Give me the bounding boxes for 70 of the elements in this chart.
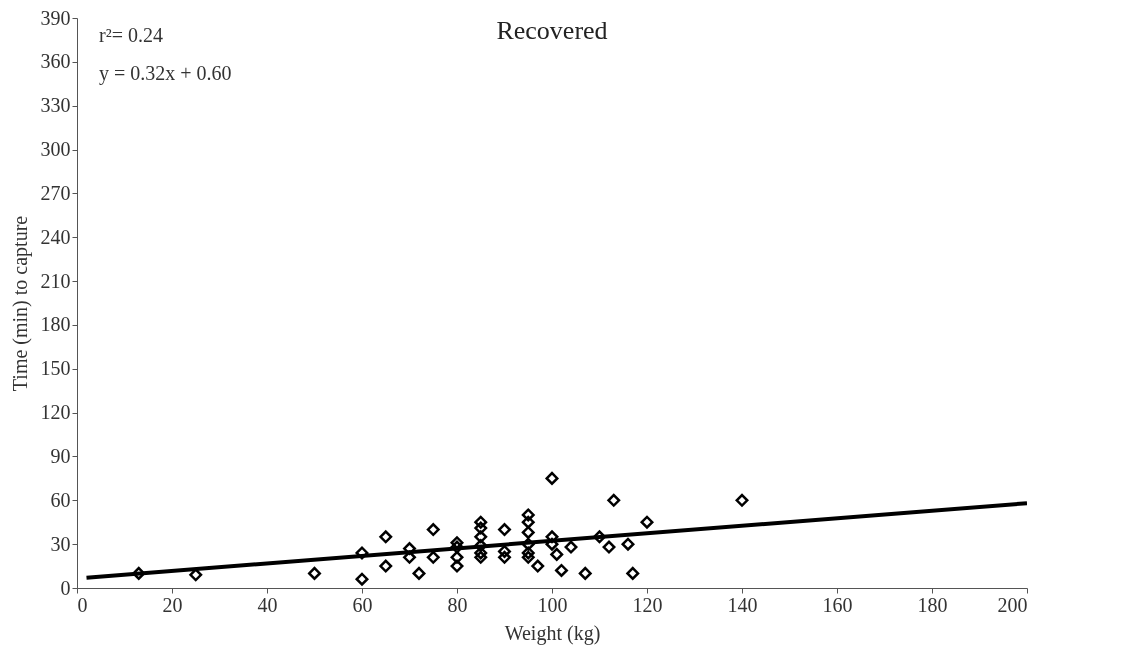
point	[474, 546, 488, 560]
y-tick-label: 60	[50, 488, 71, 511]
x-axis-title: Weight (kg)	[504, 621, 601, 645]
point	[521, 546, 535, 560]
point	[379, 559, 393, 573]
y-tick-label: 300	[40, 138, 71, 161]
point	[555, 563, 568, 577]
point	[735, 493, 749, 507]
point	[564, 540, 578, 554]
point	[379, 530, 393, 544]
point	[355, 546, 369, 560]
y-tick-label: 240	[40, 225, 71, 248]
point	[578, 566, 592, 580]
y-tick-label: 120	[40, 401, 71, 424]
y-tick-label: 330	[40, 94, 71, 117]
x-tick-label: 120	[632, 593, 663, 616]
y-tick-label: 30	[50, 532, 71, 555]
x-tick-label: 160	[822, 593, 853, 616]
point	[132, 566, 146, 580]
point	[621, 537, 635, 551]
y-tick-label: 360	[40, 50, 71, 73]
chart-title: Recovered	[496, 16, 608, 45]
point	[531, 559, 545, 573]
x-tick-label: 20	[162, 593, 183, 616]
y-tick-label: 270	[40, 181, 71, 204]
annotation: y = 0.32x + 0.60	[99, 62, 232, 85]
point	[593, 530, 606, 544]
point	[521, 550, 535, 564]
point	[498, 523, 511, 537]
point	[474, 550, 488, 564]
y-axis-title: Time (min) to capture	[8, 215, 32, 392]
x-tick-label: 60	[352, 593, 373, 616]
y-tick-label: 390	[40, 6, 71, 29]
point	[640, 515, 654, 529]
point	[412, 566, 426, 580]
point	[403, 542, 416, 556]
point	[308, 566, 321, 580]
point	[545, 471, 559, 485]
point	[450, 550, 464, 564]
point	[607, 493, 621, 507]
point	[189, 568, 203, 582]
annotation: r²= 0.24	[99, 24, 163, 46]
y-tick-label: 0	[60, 576, 71, 599]
x-tick-label: 180	[917, 593, 948, 616]
point	[426, 523, 440, 537]
point	[626, 566, 640, 580]
point	[474, 515, 488, 529]
point	[550, 547, 564, 561]
x-tick-label: 100	[537, 593, 568, 616]
point	[355, 572, 369, 586]
point	[521, 515, 535, 529]
point	[474, 530, 488, 544]
point	[498, 550, 511, 564]
x-tick-label: 200	[997, 593, 1028, 616]
point	[450, 559, 464, 573]
x-tick-label: 0	[77, 593, 88, 616]
point	[521, 525, 535, 539]
x-tick-label: 40	[257, 593, 278, 616]
point	[602, 540, 616, 554]
point	[426, 550, 440, 564]
point	[545, 537, 559, 551]
point	[498, 544, 511, 558]
y-tick-label: 90	[50, 444, 71, 467]
y-tick-label: 150	[40, 357, 71, 380]
point	[474, 521, 488, 535]
x-tick-label: 140	[727, 593, 758, 616]
y-tick-label: 210	[40, 269, 71, 292]
y-tick-label: 180	[40, 313, 71, 336]
point	[521, 508, 535, 522]
x-tick-label: 80	[447, 593, 468, 616]
